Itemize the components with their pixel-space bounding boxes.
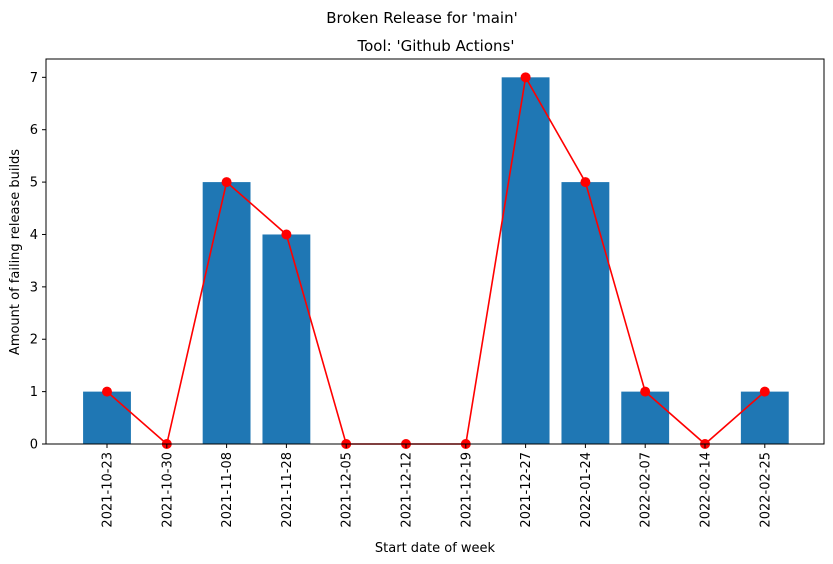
x-tick-label: 2021-12-05 — [340, 452, 355, 528]
chart-suptitle: Broken Release for 'main' — [326, 9, 517, 27]
line-point-2021-12-27 — [520, 72, 531, 83]
line-point-2021-11-08 — [221, 177, 232, 188]
x-tick-label: 2021-10-23 — [101, 452, 116, 528]
chart-title: Tool: 'Github Actions' — [357, 37, 515, 55]
bar-2021-11-08 — [202, 182, 251, 444]
line-point-2022-01-24 — [580, 177, 591, 188]
x-tick-label: 2021-12-19 — [459, 452, 474, 528]
x-tick-label: 2021-12-12 — [400, 452, 415, 528]
line-point-2022-02-25 — [759, 386, 770, 397]
y-tick-label: 6 — [30, 123, 38, 138]
x-tick-label: 2022-01-24 — [579, 452, 594, 528]
bar-2022-02-25 — [740, 391, 789, 444]
y-tick-label: 3 — [30, 280, 38, 295]
x-tick-label: 2021-11-28 — [280, 452, 295, 528]
bar-2022-02-07 — [621, 391, 670, 444]
plot-frame — [45, 58, 825, 445]
y-tick-label: 1 — [30, 385, 38, 400]
x-tick-label: 2022-02-25 — [758, 452, 773, 528]
bar-2021-10-23 — [83, 391, 131, 444]
x-tick-label: 2021-11-08 — [220, 452, 235, 528]
plot-area: 0 1 2 3 4 5 6 7 2021-10-23 2021-10-30 2021-11-08 20… — [30, 71, 789, 528]
line-point-2021-10-23 — [102, 386, 112, 397]
line-point-2022-02-07 — [640, 386, 651, 397]
y-axis-label: Amount of failing release builds — [8, 149, 23, 355]
x-tick-label: 2022-02-07 — [639, 452, 654, 528]
y-tick-label: 5 — [30, 176, 38, 191]
line-point-2021-11-28 — [281, 229, 292, 240]
bar-2021-11-28 — [262, 234, 311, 444]
y-tick-label: 2 — [30, 333, 38, 348]
x-axis-label: Start date of week — [375, 541, 496, 556]
x-tick-label: 2021-10-30 — [160, 452, 175, 528]
y-tick-label: 0 — [30, 438, 38, 453]
y-tick-label: 4 — [30, 228, 38, 243]
y-tick-label: 7 — [30, 71, 38, 86]
bar-2021-12-27 — [501, 77, 550, 444]
bar-2022-01-24 — [561, 182, 610, 444]
x-tick-label: 2021-12-27 — [519, 452, 534, 528]
x-tick-label: 2022-02-14 — [699, 452, 714, 528]
